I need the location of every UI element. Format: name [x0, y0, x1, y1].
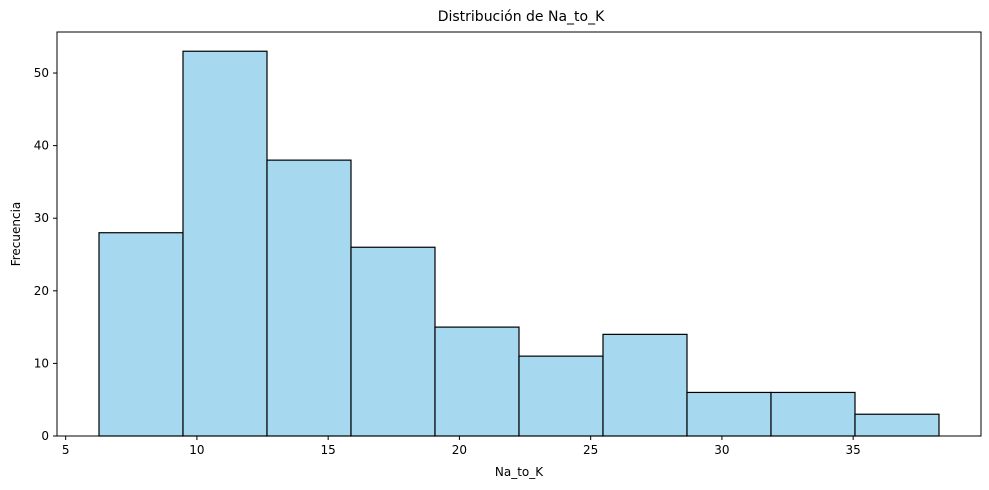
y-tick-label: 50: [34, 66, 49, 80]
chart-title: Distribución de Na_to_K: [438, 9, 605, 25]
plot-frame: [56, 31, 982, 437]
x-axis-ticks: 5 10 15 20 25 30 35: [62, 436, 861, 457]
histogram-bar: [686, 391, 772, 437]
histogram-bar: [350, 246, 436, 437]
y-tick-label: 0: [41, 429, 49, 443]
y-tick-label: 20: [34, 284, 49, 298]
histogram-bar: [266, 159, 352, 437]
histogram-bar: [518, 355, 604, 437]
x-tick-label: 25: [583, 443, 598, 457]
histogram-bar: [98, 232, 184, 437]
x-tick-label: 5: [62, 443, 70, 457]
x-tick-label: 20: [452, 443, 467, 457]
y-tick-label: 30: [34, 211, 49, 225]
y-axis-ticks: 0 10 20 30 40 50: [34, 66, 57, 443]
histogram-bar: [854, 413, 940, 437]
x-tick-label: 30: [714, 443, 729, 457]
y-tick-label: 10: [34, 356, 49, 370]
y-axis-label: Frecuencia: [9, 202, 23, 267]
histogram-bar: [770, 391, 856, 437]
histogram-bar: [182, 50, 268, 437]
x-axis-label: Na_to_K: [495, 465, 544, 479]
x-tick-label: 35: [846, 443, 861, 457]
bars-group: [98, 50, 940, 437]
x-tick-label: 10: [189, 443, 204, 457]
histogram-bar: [434, 326, 520, 437]
x-tick-label: 15: [321, 443, 336, 457]
y-tick-label: 40: [34, 139, 49, 153]
histogram-bar: [602, 333, 688, 437]
